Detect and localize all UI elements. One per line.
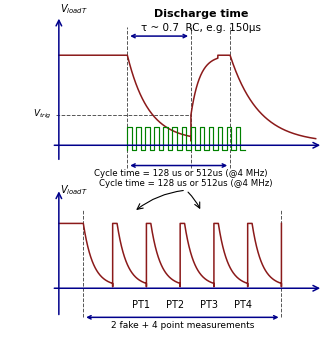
- Text: $V_{loadT}$: $V_{loadT}$: [60, 2, 88, 16]
- Text: $V_{trig}$: $V_{trig}$: [33, 108, 52, 121]
- Text: PT4: PT4: [233, 300, 251, 310]
- Text: Cycle time = 128 us or 512us (@4 MHz): Cycle time = 128 us or 512us (@4 MHz): [99, 179, 273, 188]
- Text: PT2: PT2: [166, 300, 184, 310]
- Text: Cycle time = 128 us or 512us (@4 MHz): Cycle time = 128 us or 512us (@4 MHz): [94, 169, 268, 178]
- Text: 2 fake + 4 point measurements: 2 fake + 4 point measurements: [111, 322, 254, 330]
- Text: τ ~ 0.7  RC, e.g. 150μs: τ ~ 0.7 RC, e.g. 150μs: [141, 23, 261, 33]
- Text: Discharge time: Discharge time: [154, 9, 248, 19]
- Text: $V_{loadT}$: $V_{loadT}$: [60, 183, 88, 197]
- Text: PT3: PT3: [200, 300, 218, 310]
- Text: PT1: PT1: [132, 300, 150, 310]
